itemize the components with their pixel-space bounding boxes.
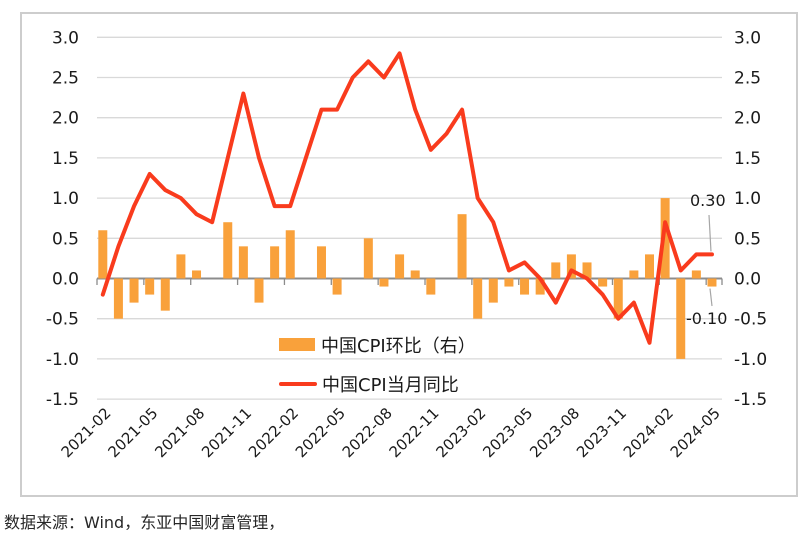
bar [379,278,389,287]
bar [676,278,686,359]
y-axis-label-left: 1.5 [52,149,79,169]
bar [707,278,717,287]
bar [316,246,326,279]
legend-item-bar-series: 中国CPI环比（右） [279,325,476,364]
y-axis-label-left: 2.0 [52,109,79,129]
bar [410,270,420,279]
bar [238,246,248,279]
bar [473,278,483,319]
bar [535,278,545,295]
y-axis-label-right: -1.0 [734,350,767,370]
x-axis-label: 2021-11 [198,404,255,461]
y-axis-label-right: 1.0 [734,189,761,209]
bar [629,270,639,279]
y-axis-label-right: -1.5 [734,390,767,410]
bar [504,278,514,287]
source-note: 数据来源：Wind，东亚中国财富管理， [4,513,285,532]
bar [566,254,576,279]
x-axis-label: 2021-08 [151,404,208,461]
bar [285,230,295,279]
bar [488,278,498,303]
y-axis-label-left: 3.0 [52,28,79,48]
bar [645,254,654,279]
bar [176,254,186,279]
bar [457,214,467,279]
x-axis-label: 2022-08 [339,404,396,461]
bar-series-swatch-icon [279,338,315,351]
bar [270,246,280,279]
callout-line [708,214,712,252]
bar [426,278,436,295]
bar [113,278,123,319]
bar [145,278,155,295]
y-axis-label-right: 3.0 [734,28,761,48]
y-axis-label-right: 1.5 [734,149,761,169]
bar [129,278,139,303]
bar [192,270,202,279]
x-axis-label: 2021-05 [104,404,161,461]
x-axis-label: 2024-02 [620,404,677,461]
bar [551,262,561,279]
y-axis-label-left: -1.5 [46,390,79,410]
y-axis-label-left: -0.5 [46,310,79,330]
y-axis-label-right: 2.5 [734,69,761,89]
y-axis-label-left: 2.5 [52,69,79,89]
bar [582,262,592,279]
annotation-line-last-value: 0.30 [690,191,726,210]
y-axis-label-right: 0.0 [734,270,761,290]
x-axis-label: 2022-11 [386,404,443,461]
y-axis-label-left: 1.0 [52,189,79,209]
y-axis-label-right: 0.5 [734,229,761,249]
bar [363,238,373,279]
legend: 中国CPI环比（右） 中国CPI当月同比 [279,325,476,403]
bar [395,254,405,279]
x-axis-label: 2023-08 [526,404,583,461]
y-axis-label-left: 0.0 [52,270,79,290]
bar [691,270,701,279]
bar [598,278,608,287]
y-axis-label-left: -1.0 [46,350,79,370]
line-series-swatch-icon [279,381,317,386]
x-axis-label: 2022-05 [292,404,349,461]
bar [613,278,623,319]
x-axis-label: 2022-02 [245,404,302,461]
bar [160,278,170,311]
y-axis-label-right: -0.5 [734,310,767,330]
bar [332,278,342,295]
y-axis-label-left: 0.5 [52,229,79,249]
x-axis-label: 2024-05 [667,404,724,461]
line-series [100,51,714,345]
callout-line [709,288,713,307]
bar [254,278,264,303]
bar [660,198,670,279]
bar [520,278,530,295]
bar [223,222,233,279]
x-axis-label: 2023-02 [432,404,489,461]
legend-label-bar-series: 中国CPI环比（右） [321,335,476,357]
legend-label-line-series: 中国CPI当月同比 [322,374,459,396]
x-axis-label: 2023-05 [479,404,536,461]
x-axis-label: 2023-11 [573,404,630,461]
legend-item-line-series: 中国CPI当月同比 [279,364,476,403]
x-axis-label: 2021-02 [58,404,115,461]
y-axis-label-right: 2.0 [734,109,761,129]
bar [98,230,108,279]
annotation-bar-last-value: -0.10 [686,309,728,328]
